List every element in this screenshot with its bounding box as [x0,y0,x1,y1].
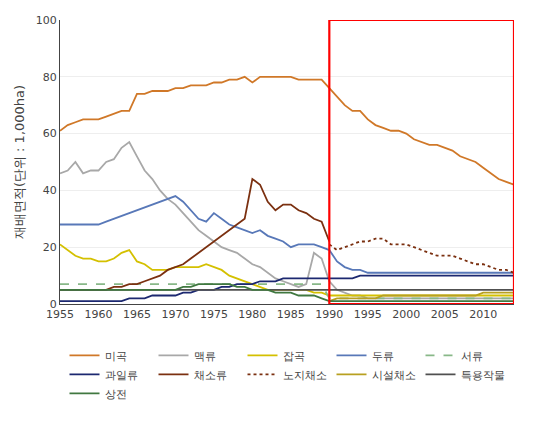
svg-text:상전: 상전 [105,388,127,401]
svg-text:두류: 두류 [372,350,394,363]
svg-text:시설채소: 시설채소 [372,369,416,382]
svg-text:1980: 1980 [238,308,266,321]
svg-text:0: 0 [50,298,57,311]
svg-text:서류: 서류 [461,350,483,363]
svg-text:1970: 1970 [161,308,189,321]
svg-text:100: 100 [36,14,57,27]
svg-text:40: 40 [43,184,57,197]
svg-text:특용작물: 특용작물 [461,369,505,382]
svg-text:1990: 1990 [315,308,343,321]
svg-text:맥류: 맥류 [194,350,216,363]
svg-text:2005: 2005 [431,308,459,321]
svg-text:채소류: 채소류 [194,369,227,382]
svg-text:1965: 1965 [123,308,151,321]
svg-text:2000: 2000 [392,308,420,321]
svg-text:재배면적(단위 : 1,000ha): 재배면적(단위 : 1,000ha) [12,85,27,239]
svg-text:1975: 1975 [200,308,228,321]
svg-text:1960: 1960 [84,308,112,321]
svg-text:잡곡: 잡곡 [283,350,305,363]
svg-text:과일류: 과일류 [105,369,138,382]
svg-text:1955: 1955 [46,308,74,321]
svg-text:1995: 1995 [354,308,382,321]
svg-text:20: 20 [43,241,57,254]
svg-text:80: 80 [43,71,57,84]
svg-text:60: 60 [43,127,57,140]
svg-text:1985: 1985 [277,308,305,321]
svg-text:노지채소: 노지채소 [283,369,327,382]
svg-text:2010: 2010 [469,308,497,321]
svg-text:미곡: 미곡 [105,350,127,363]
